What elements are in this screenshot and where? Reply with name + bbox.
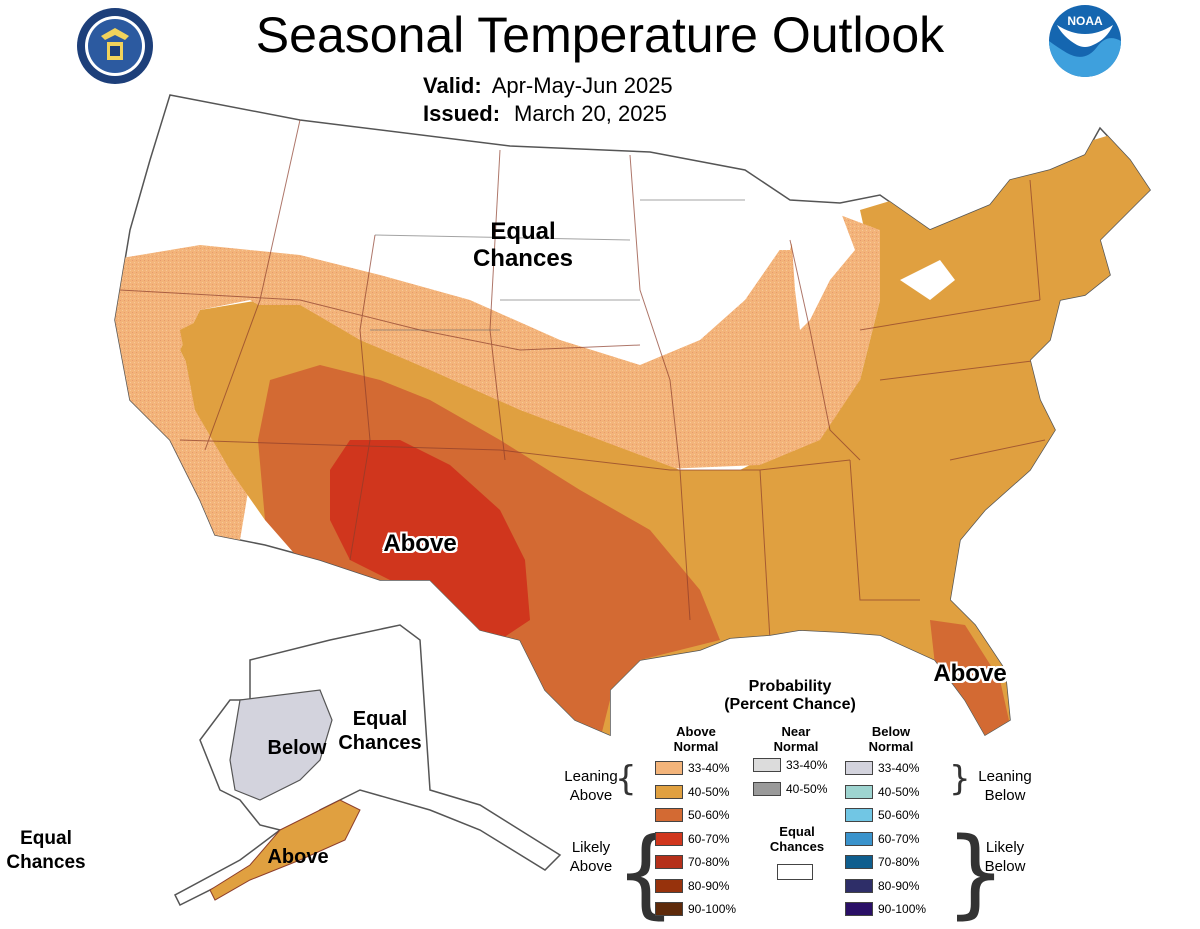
legend-leaning-below: Leaning Below xyxy=(978,768,1032,804)
label-equal-chances-alaska: Equal Chances xyxy=(338,708,422,754)
above-legend-row: 50-60% xyxy=(655,808,729,822)
above-legend-row: 70-80% xyxy=(655,855,729,869)
equal-chances-swatch xyxy=(777,864,813,880)
below-swatch xyxy=(845,878,873,893)
alaska-below-area xyxy=(229,689,333,801)
below-swatch xyxy=(845,855,873,869)
below-swatch-label: 70-80% xyxy=(878,855,920,869)
legend-col-above: Above Normal xyxy=(673,724,719,754)
below-swatch-label: 90-100% xyxy=(878,902,927,916)
below-legend-row: 33-40% xyxy=(845,761,919,775)
below-swatch-label: 50-60% xyxy=(878,808,920,822)
below-legend-row: 60-70% xyxy=(845,831,920,846)
above-swatch-label: 60-70% xyxy=(688,831,730,846)
issued-date: Issued: March 20, 2025 xyxy=(423,101,667,126)
brace-likely-below: } xyxy=(945,817,1007,929)
above-legend-row: 60-70% xyxy=(655,831,730,846)
above-swatch xyxy=(655,902,683,916)
noaa-logo-icon: NOAA xyxy=(1049,5,1121,77)
brace-leaning-above: { xyxy=(615,759,637,799)
label-above-southwest: Above xyxy=(383,530,457,557)
legend-likely-above: Likely Above xyxy=(569,839,613,875)
below-swatch xyxy=(845,784,873,799)
below-legend-row: 90-100% xyxy=(845,902,926,916)
above-swatch-label: 50-60% xyxy=(688,808,730,822)
above-legend-row: 40-50% xyxy=(655,784,730,799)
department-of-commerce-seal-icon xyxy=(77,8,153,84)
label-above-florida: Above xyxy=(933,660,1007,687)
legend-col-below: Below Normal xyxy=(868,724,914,754)
below-swatch xyxy=(845,808,873,822)
near-swatch-label: 33-40% xyxy=(786,758,828,772)
alaska-above-area xyxy=(209,799,361,901)
above-swatch xyxy=(655,878,683,893)
above-swatch xyxy=(655,784,683,799)
below-swatch-label: 80-90% xyxy=(878,878,920,893)
legend-col-near: Near Normal xyxy=(773,724,819,754)
label-below-alaska: Below xyxy=(267,737,327,759)
below-legend-row: 40-50% xyxy=(845,784,920,799)
above-swatch xyxy=(655,808,683,822)
below-swatch xyxy=(845,831,873,846)
brace-leaning-below: } xyxy=(949,759,971,799)
valid-period: Valid: Apr-May-Jun 2025 xyxy=(423,73,673,98)
near-legend-row: 40-50% xyxy=(753,781,828,796)
legend-leaning-above: Leaning Above xyxy=(564,768,618,804)
above-swatch xyxy=(655,855,683,869)
near-swatch-label: 40-50% xyxy=(786,781,828,796)
legend-likely-below: Likely Below xyxy=(984,839,1026,875)
label-equal-chances-north: Equal Chances xyxy=(472,218,574,272)
near-swatch xyxy=(753,758,781,772)
above-swatch-label: 80-90% xyxy=(688,878,730,893)
below-legend-row: 50-60% xyxy=(845,808,919,822)
below-swatch xyxy=(845,761,873,775)
above-swatch-label: 33-40% xyxy=(688,761,730,775)
below-swatch xyxy=(845,902,873,916)
above-swatch-label: 90-100% xyxy=(688,902,737,916)
above-swatch xyxy=(655,761,683,775)
near-swatch xyxy=(753,781,781,796)
legend-title: Probability (Percent Chance) xyxy=(724,678,856,713)
probability-legend: Probability (Percent Chance) Above Norma… xyxy=(545,670,1050,929)
above-legend-row: 90-100% xyxy=(655,902,736,916)
below-legend-row: 70-80% xyxy=(845,855,919,869)
above-swatch-label: 70-80% xyxy=(688,855,730,869)
near-legend-row: 33-40% xyxy=(753,758,827,772)
label-above-alaska: Above xyxy=(267,846,329,868)
below-legend-row: 80-90% xyxy=(845,878,920,893)
page-title: Seasonal Temperature Outlook xyxy=(255,7,945,63)
above-swatch xyxy=(655,831,683,846)
above-legend-row: 80-90% xyxy=(655,878,730,893)
legend-equal-chances: Equal Chances xyxy=(769,824,825,854)
below-swatch-label: 60-70% xyxy=(878,831,920,846)
below-swatch-label: 40-50% xyxy=(878,784,920,799)
above-swatch-label: 40-50% xyxy=(688,784,730,799)
above-legend-row: 33-40% xyxy=(655,761,729,775)
label-equal-chances-far: Equal Chances xyxy=(6,828,86,873)
noaa-logo-text: NOAA xyxy=(1067,14,1103,28)
below-swatch-label: 33-40% xyxy=(878,761,920,775)
